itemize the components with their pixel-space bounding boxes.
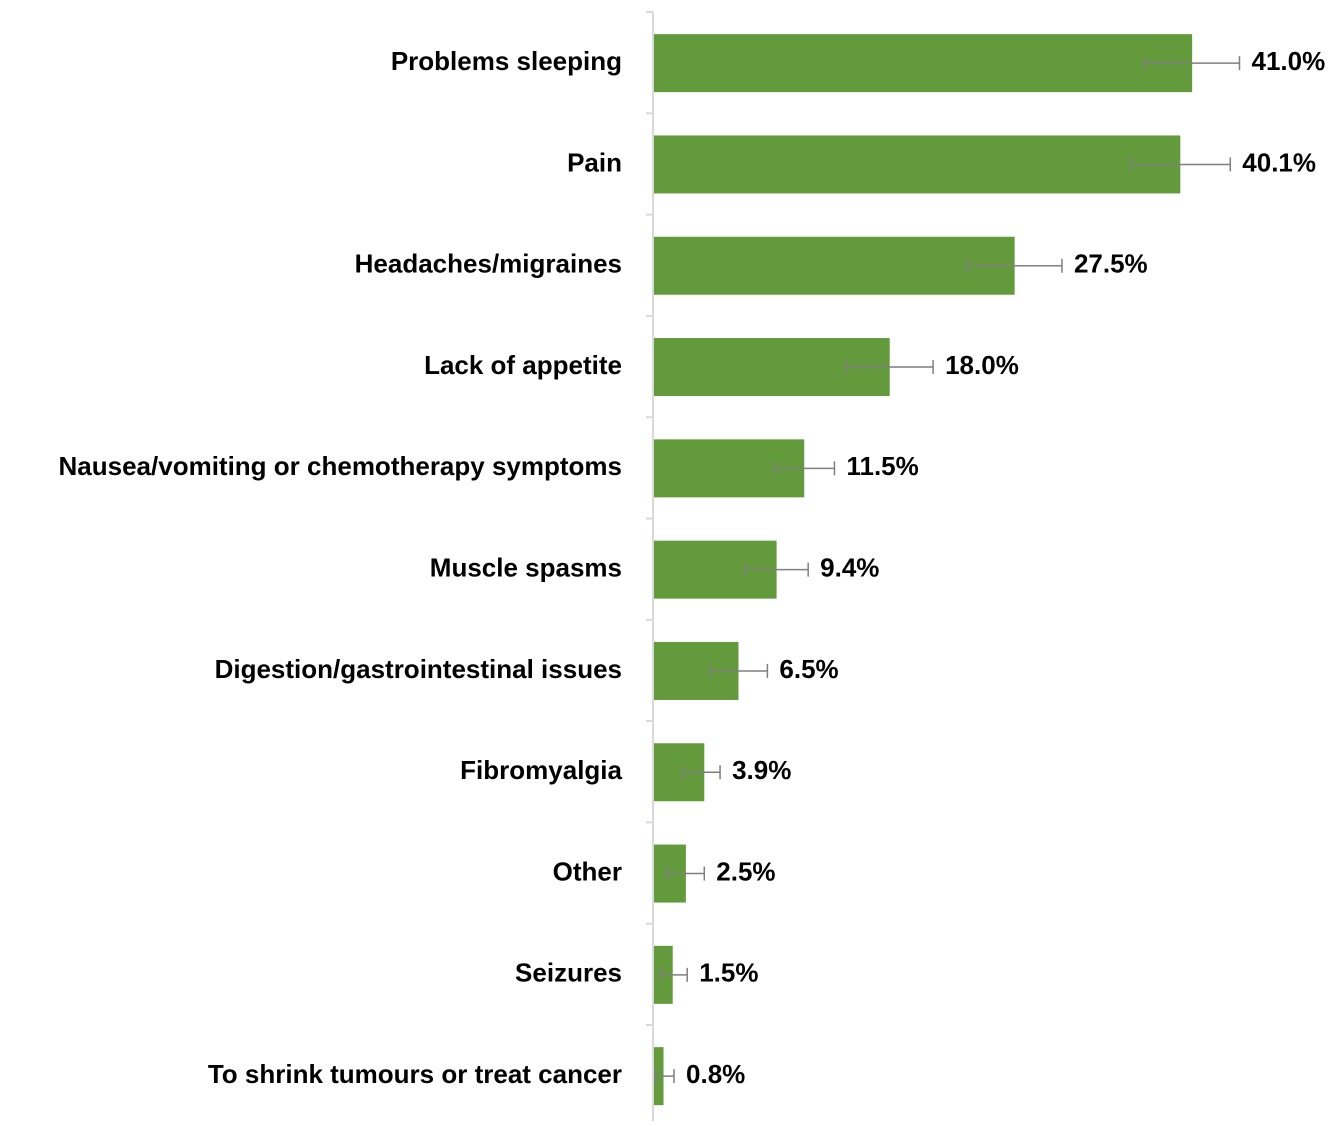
category-axis — [646, 11, 654, 1126]
bar — [654, 135, 1181, 194]
data-labels: 41.0% 40.1% 27.5% 18.0% 11.5% 9.4% 6.5% 3.9% 2.5… — [686, 46, 1325, 1089]
category-label: Problems sleeping — [391, 46, 622, 76]
data-label: 9.4% — [820, 553, 879, 583]
bar — [654, 34, 1193, 93]
data-label: 18.0% — [945, 350, 1019, 380]
category-labels: Problems sleeping Pain Headaches/migraines… — [59, 46, 623, 1089]
category-label: Lack of appetite — [424, 350, 622, 380]
category-label: Other — [553, 856, 622, 886]
category-label: Nausea/vomiting or chemotherapy symptoms — [59, 451, 622, 481]
category-label: Pain — [567, 147, 622, 177]
data-label: 40.1% — [1242, 147, 1316, 177]
category-label: Seizures — [515, 958, 622, 988]
category-label: Digestion/gastrointestinal issues — [215, 654, 622, 684]
error-bars-layer — [654, 56, 1241, 1084]
bar — [654, 236, 1015, 295]
category-label: Fibromyalgia — [460, 755, 622, 785]
data-label: 27.5% — [1074, 249, 1148, 279]
data-label: 2.5% — [716, 856, 775, 886]
category-label: Headaches/migraines — [355, 249, 622, 279]
data-label: 0.8% — [686, 1059, 745, 1089]
category-label: Muscle spasms — [430, 553, 622, 583]
data-label: 6.5% — [779, 654, 838, 684]
data-label: 3.9% — [732, 755, 791, 785]
data-label: 1.5% — [699, 958, 758, 988]
data-label: 11.5% — [846, 451, 918, 481]
category-label: To shrink tumours or treat cancer — [208, 1059, 622, 1089]
data-label: 41.0% — [1251, 46, 1325, 76]
bars-layer — [654, 34, 1193, 1106]
